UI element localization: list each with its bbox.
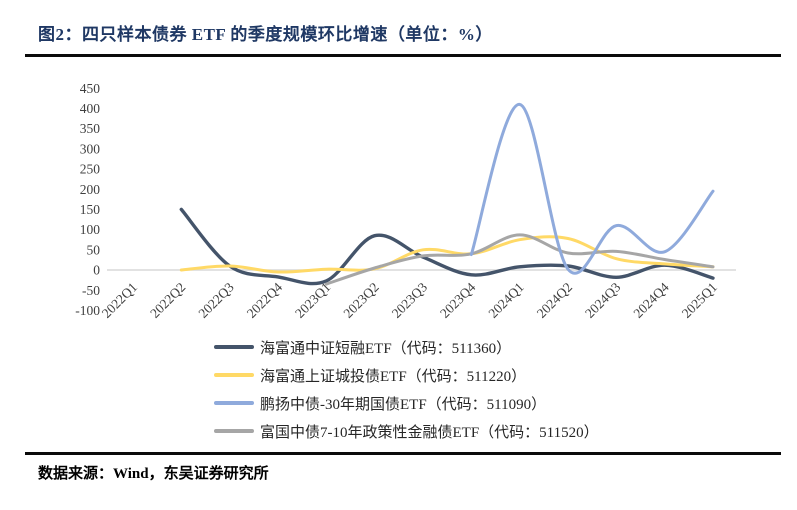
y-tick-label: 200 (80, 182, 101, 197)
y-tick-label: 400 (80, 101, 101, 116)
x-tick-label: 2023Q2 (340, 280, 381, 321)
series-line-511360 (179, 207, 715, 286)
chart-legend: 海富通中证短融ETF（代码：511360） 海富通上证城投债ETF（代码：511… (214, 333, 599, 445)
legend-label-511090: 鹏扬中债-30年期国债ETF（代码：511090） (260, 396, 547, 413)
legend-label-511220: 海富通上证城投债ETF（代码：511220） (260, 368, 527, 385)
y-tick-label: 50 (87, 242, 101, 257)
y-tick-label: -100 (75, 303, 100, 318)
series-line-511220 (179, 235, 715, 274)
x-tick-label: 2022Q1 (99, 280, 140, 321)
x-tick-label: 2025Q1 (679, 280, 720, 321)
y-tick-label: 0 (93, 263, 100, 278)
title-divider (25, 54, 781, 57)
y-tick-label: 150 (80, 202, 101, 217)
legend-item-511220: 海富通上证城投债ETF（代码：511220） (214, 361, 599, 389)
data-source: 数据来源：Wind，东吴证券研究所 (38, 466, 269, 482)
figure-title: 图2：四只样本债券 ETF 的季度规模环比增速（单位：%） (38, 25, 493, 44)
legend-swatch-511090 (214, 401, 254, 405)
legend-label-511520: 富国中债7-10年政策性金融债ETF（代码：511520） (260, 424, 599, 441)
series-line-511090 (469, 102, 715, 275)
y-tick-label: -50 (82, 283, 100, 298)
legend-swatch-511520 (214, 429, 254, 433)
x-tick-label: 2023Q1 (292, 280, 333, 321)
legend-item-511090: 鹏扬中债-30年期国债ETF（代码：511090） (214, 389, 599, 417)
legend-item-511520: 富国中债7-10年政策性金融债ETF（代码：511520） (214, 417, 599, 445)
x-tick-label: 2023Q4 (437, 279, 479, 321)
y-tick-label: 100 (80, 222, 101, 237)
y-tick-label: 450 (80, 81, 101, 96)
y-tick-label: 350 (80, 121, 101, 136)
legend-swatch-511360 (214, 345, 254, 349)
y-tick-label: 300 (80, 141, 101, 156)
footer-divider (25, 452, 781, 455)
x-tick-label: 2024Q1 (485, 280, 526, 321)
x-tick-label: 2024Q3 (582, 279, 624, 321)
y-tick-label: 250 (80, 162, 101, 177)
x-tick-label: 2024Q2 (534, 280, 575, 321)
x-tick-label: 2023Q3 (389, 279, 431, 321)
legend-label-511360: 海富通中证短融ETF（代码：511360） (260, 340, 512, 357)
x-tick-label: 2024Q4 (630, 279, 672, 321)
x-tick-label: 2022Q3 (195, 279, 237, 321)
x-tick-label: 2022Q2 (147, 280, 188, 321)
legend-swatch-511220 (214, 373, 254, 377)
x-tick-label: 2022Q4 (244, 279, 286, 321)
legend-item-511360: 海富通中证短融ETF（代码：511360） (214, 333, 599, 361)
series-line-511520 (324, 233, 715, 286)
